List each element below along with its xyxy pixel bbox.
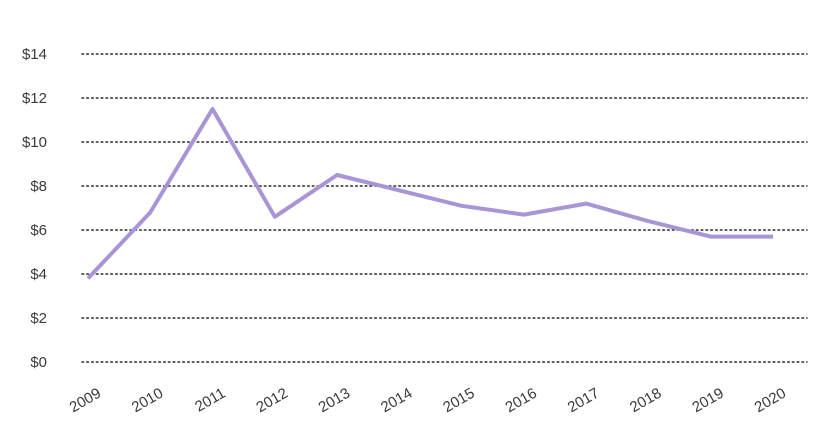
y-tick-label: $10 (22, 134, 47, 151)
y-tick-label: $4 (30, 266, 47, 283)
x-tick-label: 2015 (440, 385, 477, 416)
x-tick-label: 2011 (192, 385, 228, 416)
y-tick-label: $0 (30, 354, 47, 371)
y-tick-label: $12 (22, 90, 47, 107)
x-tick-label: 2017 (565, 385, 602, 416)
x-tick-label: 2018 (627, 385, 664, 416)
series-layer (86, 107, 773, 280)
x-tick-label: 2012 (253, 385, 290, 416)
y-tick-label: $8 (30, 178, 47, 195)
series-line-0 (86, 107, 773, 280)
y-tick-label: $2 (30, 310, 47, 327)
x-tick-label: 2014 (378, 385, 415, 416)
x-tick-label: 2013 (316, 385, 353, 416)
gridlines (81, 53, 808, 363)
x-axis-tick-labels: 2009 2010 2011 2012 2013 2014 2015 2016 2017 2018… (67, 385, 789, 416)
x-tick-label: 2020 (752, 385, 789, 416)
x-tick-label: 2019 (689, 385, 726, 416)
y-axis-tick-labels: $0 $2 $4 $6 $8 $10 $12 $14 (22, 46, 47, 371)
x-tick-label: 2009 (67, 385, 104, 416)
y-tick-label: $14 (22, 46, 47, 63)
x-tick-label: 2016 (503, 385, 540, 416)
y-tick-label: $6 (30, 222, 47, 239)
x-tick-label: 2010 (129, 385, 166, 416)
